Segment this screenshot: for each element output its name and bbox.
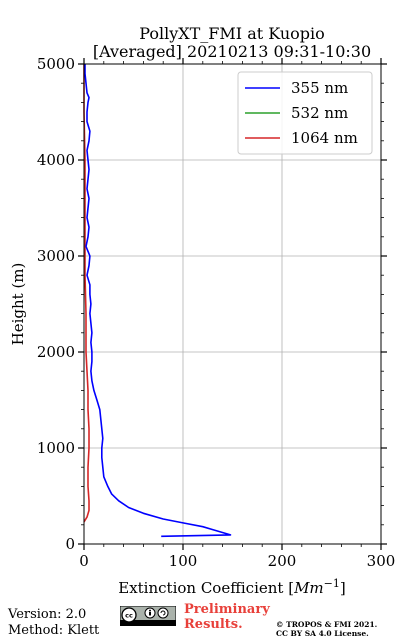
version-text: Version: 2.0 <box>8 607 87 622</box>
y-tick-label: 2000 <box>37 343 75 361</box>
legend-label-1064-nm: 1064 nm <box>291 129 358 147</box>
x-tick-label: 0 <box>79 552 89 570</box>
y-tick-label: 1000 <box>37 439 75 457</box>
x-tick-label: 300 <box>367 552 396 570</box>
axis-ticks <box>78 58 387 550</box>
cc-by-sa-icon: cc <box>120 606 176 626</box>
preliminary-line-1: Preliminary <box>184 602 270 617</box>
legend-label-532-nm: 532 nm <box>291 104 348 122</box>
y-tick-label: 4000 <box>37 151 75 169</box>
series-line-1064-nm <box>83 64 90 523</box>
legend-items: 355 nm 532 nm 1064 nm <box>245 79 358 147</box>
legend-box <box>237 71 373 155</box>
plot-frame <box>83 63 382 545</box>
x-tick-label: 100 <box>169 552 198 570</box>
legend: 355 nm 532 nm 1064 nm <box>237 71 373 155</box>
x-axis-label: Extinction Coefficient [Mm−1] <box>118 577 345 597</box>
y-tick-label: 5000 <box>37 55 75 73</box>
chart-title: PollyXT_FMI at Kuopio <box>139 24 325 43</box>
data-traces <box>83 64 232 538</box>
method-text: Method: Klett <box>8 623 100 638</box>
x-tick-label: 200 <box>268 552 297 570</box>
series-line-355-nm <box>84 64 232 538</box>
y-tick-label: 0 <box>65 535 75 553</box>
y-axis-label: Height (m) <box>9 263 27 346</box>
copyright-line-1: © TROPOS & FMI 2021. <box>276 620 378 629</box>
copyright-line-2: CC BY SA 4.0 License. <box>276 629 369 638</box>
svg-text:cc: cc <box>125 612 133 620</box>
legend-label-355-nm: 355 nm <box>291 79 348 97</box>
copyright-notice: © TROPOS & FMI 2021. CC BY SA 4.0 Licens… <box>276 620 377 638</box>
y-tick-label: 3000 <box>37 247 75 265</box>
preliminary-notice: Preliminary Results. <box>184 602 270 632</box>
chart-subtitle: [Averaged] 20210213 09:31-10:30 <box>93 42 371 61</box>
preliminary-line-2: Results. <box>184 617 243 632</box>
